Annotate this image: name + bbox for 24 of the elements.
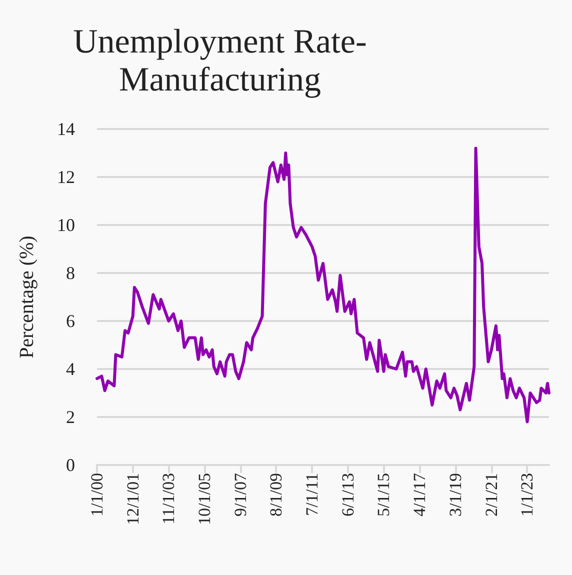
x-tick-label: 9/1/07	[230, 472, 250, 516]
x-tick-label: 6/1/13	[338, 473, 358, 516]
x-tick-label: 8/1/09	[266, 473, 286, 516]
x-tick-label: 7/1/11	[302, 473, 322, 516]
x-tick-label: 1/1/00	[88, 473, 106, 516]
x-tick-label: 10/1/05	[195, 473, 214, 525]
y-tick-label: 4	[66, 359, 75, 379]
x-tick-label: 3/1/19	[446, 473, 465, 516]
y-tick-label: 14	[57, 119, 75, 139]
x-tick-label: 12/1/01	[123, 473, 142, 525]
y-tick-label: 2	[66, 407, 75, 427]
x-tick-label: 5/1/15	[374, 473, 394, 516]
x-tick-label: 4/1/17	[410, 472, 430, 516]
x-tick-label: 1/1/23	[518, 473, 537, 516]
y-tick-label: 6	[66, 311, 75, 331]
y-tick-label: 0	[66, 455, 75, 475]
x-tick-label: 11/1/03	[159, 473, 178, 524]
y-tick-label: 8	[66, 263, 75, 283]
x-tick-label: 2/1/21	[482, 473, 501, 516]
y-tick-label: 12	[57, 167, 75, 187]
y-axis-title: Percentage (%)	[16, 236, 38, 358]
chart-title: Unemployment Rate-Manufacturing	[73, 24, 367, 98]
y-tick-label: 10	[57, 215, 75, 235]
line-series	[96, 146, 550, 424]
